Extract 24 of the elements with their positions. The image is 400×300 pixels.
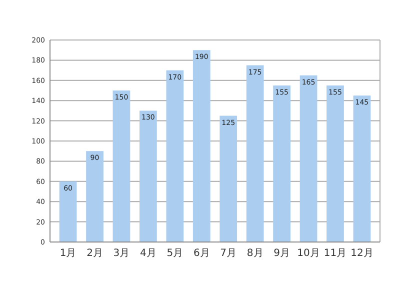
x-tick-label: 8月 <box>246 248 264 259</box>
x-tick-label: 2月 <box>86 248 103 259</box>
bar <box>166 70 184 242</box>
bar <box>86 151 104 242</box>
bar <box>273 85 290 242</box>
x-tick-label: 5月 <box>166 248 184 259</box>
x-tick-label: 1月 <box>60 248 76 259</box>
x-tick-label: 10月 <box>297 248 320 259</box>
x-tick-label: 7月 <box>220 248 237 259</box>
bar <box>192 50 210 242</box>
bar <box>59 181 77 242</box>
x-tick-label: 12月 <box>350 248 374 259</box>
x-tick-label: 11月 <box>324 248 347 259</box>
x-tick-label: 9月 <box>274 248 290 259</box>
x-tick-label: 3月 <box>113 248 130 259</box>
x-tick-label: 4月 <box>140 248 156 259</box>
bar <box>140 110 157 242</box>
bar <box>300 75 318 242</box>
bar <box>112 90 130 242</box>
bar <box>326 85 344 242</box>
x-tick-label: 6月 <box>193 248 210 259</box>
bar <box>353 96 371 242</box>
bar <box>246 65 264 242</box>
bar <box>220 116 238 242</box>
